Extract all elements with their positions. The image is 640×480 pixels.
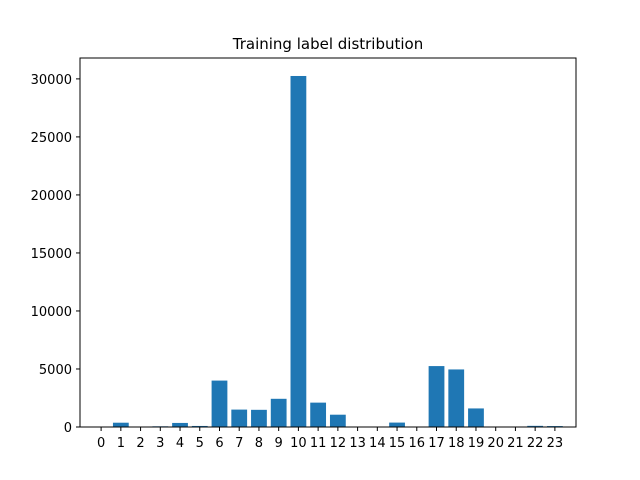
x-tick-label: 15 xyxy=(389,436,406,451)
x-tick-label: 22 xyxy=(527,436,544,451)
x-tick-label: 1 xyxy=(117,436,125,451)
x-tick-label: 10 xyxy=(290,436,307,451)
y-tick-label: 15000 xyxy=(31,247,72,262)
x-tick-label: 18 xyxy=(448,436,465,451)
bar-9 xyxy=(270,398,287,427)
x-axis: 0 1 2 3 4 5 6 7 8 9 10 11 12 13 14 15 16 17 18 19 20 21 22 23 xyxy=(97,427,563,451)
x-tick-label: 16 xyxy=(409,436,426,451)
x-tick-label: 6 xyxy=(215,436,223,451)
bar-12 xyxy=(329,414,346,427)
bar-4 xyxy=(172,422,188,427)
x-tick-label: 20 xyxy=(487,436,504,451)
y-tick-label: 20000 xyxy=(31,189,72,204)
plot-area-frame xyxy=(79,57,577,428)
bar-5 xyxy=(191,425,208,427)
x-tick-label: 8 xyxy=(255,436,263,451)
bar-7 xyxy=(231,409,248,427)
x-tick-label: 3 xyxy=(156,436,164,451)
x-tick-label: 19 xyxy=(468,436,485,451)
y-tick-label: 25000 xyxy=(31,131,72,146)
y-tick-label: 10000 xyxy=(31,305,72,320)
bar-11 xyxy=(310,402,327,427)
x-tick-label: 2 xyxy=(136,436,144,451)
x-tick-label: 5 xyxy=(196,436,204,451)
x-tick-label: 9 xyxy=(275,436,283,451)
x-tick-label: 11 xyxy=(310,436,327,451)
y-axis: 0 5000 10000 15000 20000 25000 30000 xyxy=(31,73,80,436)
x-tick-label: 13 xyxy=(349,436,366,451)
bar-22 xyxy=(527,425,544,427)
x-tick-label: 0 xyxy=(97,436,105,451)
x-tick-label: 17 xyxy=(428,436,445,451)
bar-series xyxy=(93,75,563,428)
bar-8 xyxy=(251,409,267,427)
x-tick-label: 4 xyxy=(176,436,184,451)
bar-17 xyxy=(428,366,445,427)
bar-19 xyxy=(468,408,484,427)
chart-title: Training label distribution xyxy=(232,35,423,53)
bar-18 xyxy=(448,369,465,427)
x-tick-label: 12 xyxy=(330,436,347,451)
y-tick-label: 5000 xyxy=(39,363,72,378)
bar-1 xyxy=(112,422,129,427)
x-tick-label: 14 xyxy=(369,436,386,451)
y-tick-label: 0 xyxy=(64,421,72,436)
x-tick-label: 7 xyxy=(235,436,243,451)
x-tick-label: 21 xyxy=(507,436,524,451)
bar-6 xyxy=(211,380,228,427)
x-tick-label: 23 xyxy=(547,436,564,451)
bar-15 xyxy=(389,422,405,427)
bar-10 xyxy=(290,75,307,428)
y-tick-label: 30000 xyxy=(31,73,72,88)
